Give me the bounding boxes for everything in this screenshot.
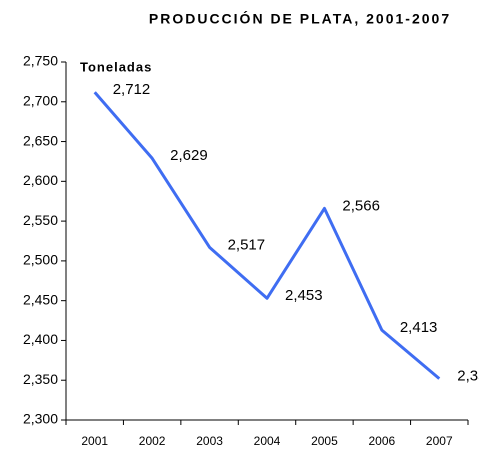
line-series [93,91,441,380]
data-label: 2,712 [113,81,151,98]
chart-title: PRODUCCIÓN DE PLATA, 2001-2007 [149,10,451,27]
y-tick-label: 2,350 [23,371,58,387]
y-tick-label: 2,650 [23,132,58,148]
y-tick-label: 2,750 [23,53,58,69]
x-tick-label: 2004 [254,434,281,448]
x-tick-label: 2001 [81,434,108,448]
x-tick-label: 2007 [426,434,453,448]
x-tick-label: 2003 [196,434,223,448]
x-tick-label: 2005 [311,434,338,448]
y-axis-label: Toneladas [80,59,152,74]
y-tick-label: 2,450 [23,291,58,307]
y-tick-label: 2,400 [23,331,58,347]
x-tick-label: 2006 [369,434,396,448]
data-label: 2,566 [342,197,380,214]
data-label: 2,453 [285,287,323,304]
data-label: 2,352 [457,368,479,385]
y-tick-label: 2,600 [23,172,58,188]
y-tick-label: 2,500 [23,252,58,268]
data-label: 2,413 [400,319,438,336]
data-label: 2,517 [228,236,266,253]
x-tick-label: 2002 [139,434,166,448]
y-tick-label: 2,700 [23,92,58,108]
data-label: 2,629 [170,147,208,164]
y-tick-label: 2,300 [23,411,58,427]
y-tick-label: 2,550 [23,212,58,228]
